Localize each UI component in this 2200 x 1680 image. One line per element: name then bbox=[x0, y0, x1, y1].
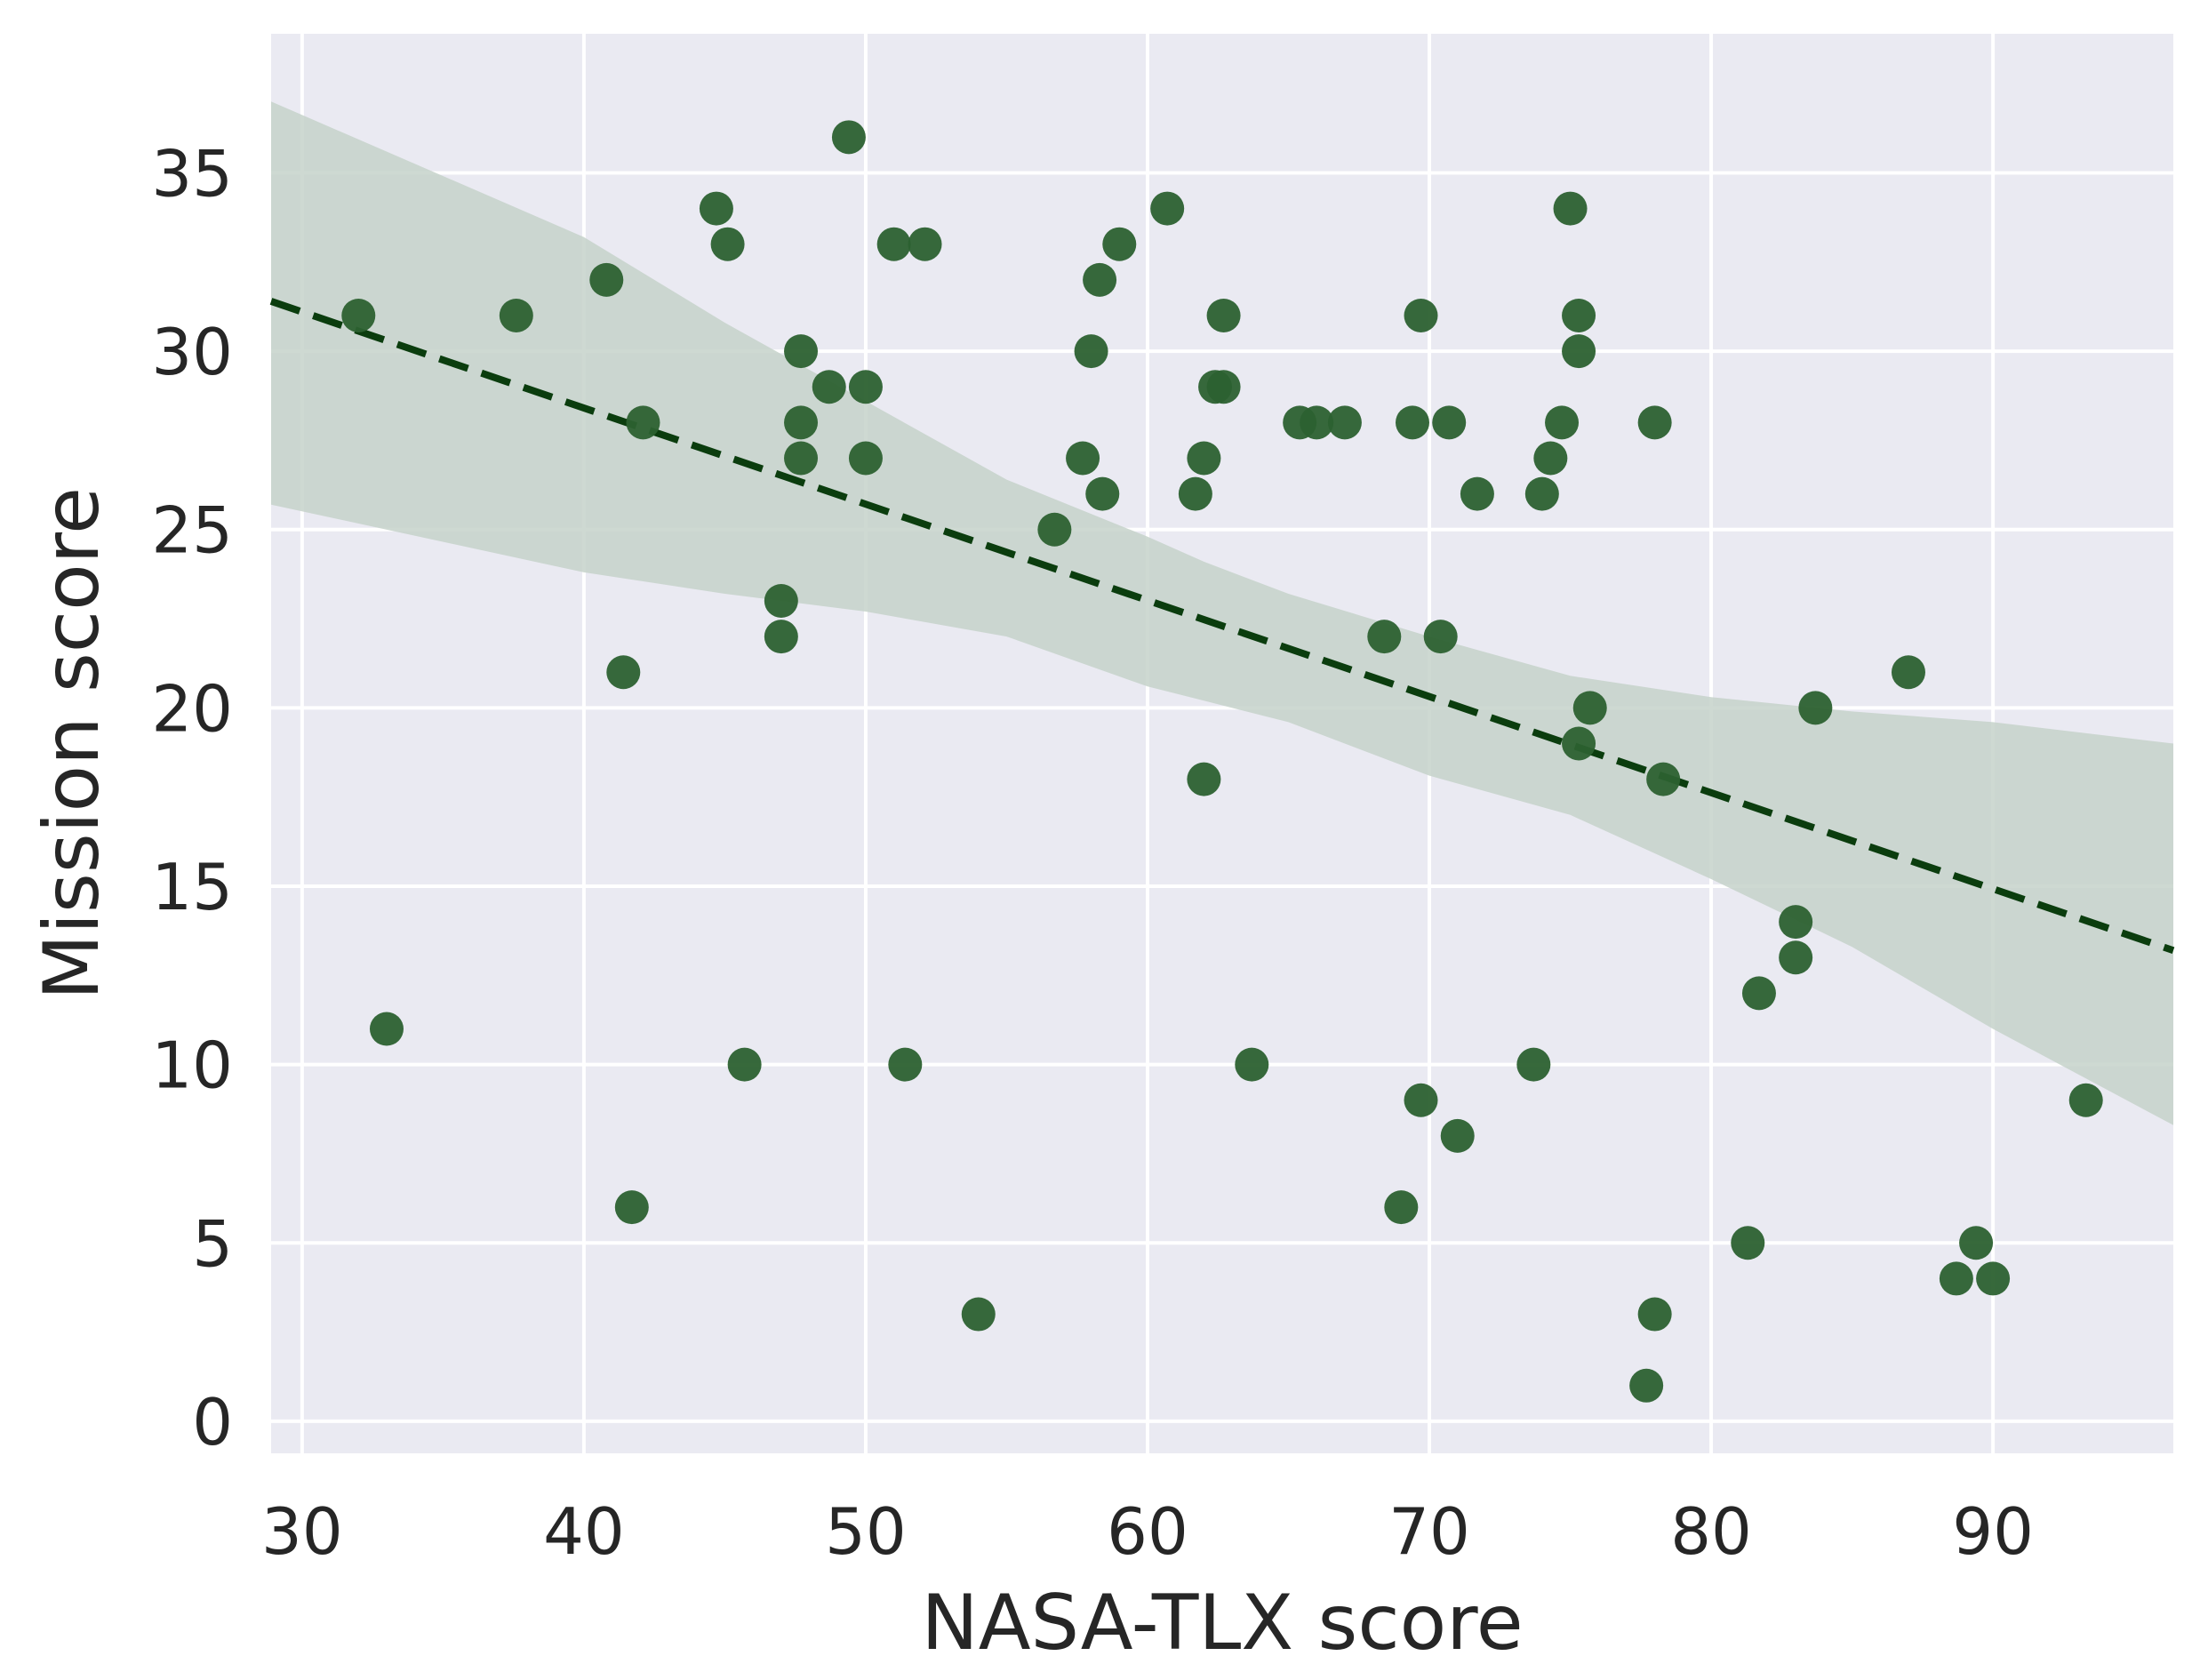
y-tick-label: 30 bbox=[151, 315, 233, 389]
data-point bbox=[1178, 476, 1212, 511]
regression-line-layer bbox=[269, 298, 2175, 955]
data-point bbox=[888, 1047, 923, 1082]
data-point bbox=[1976, 1261, 2011, 1296]
data-point bbox=[1562, 298, 1596, 332]
data-point bbox=[1384, 1190, 1419, 1225]
data-point bbox=[1545, 405, 1580, 440]
y-tick-label: 20 bbox=[151, 671, 233, 746]
data-point bbox=[848, 370, 883, 404]
data-point bbox=[961, 1297, 996, 1332]
data-point bbox=[1562, 334, 1596, 369]
data-point bbox=[1562, 726, 1596, 761]
x-tick-label: 30 bbox=[261, 1494, 343, 1569]
data-point bbox=[1939, 1261, 1973, 1296]
data-point bbox=[614, 1190, 649, 1225]
regression-line bbox=[269, 298, 2175, 955]
data-point bbox=[1524, 476, 1559, 511]
data-point bbox=[1516, 1047, 1551, 1082]
data-point bbox=[1741, 976, 1776, 1011]
x-tick-label: 60 bbox=[1107, 1494, 1188, 1569]
data-point bbox=[831, 120, 866, 155]
data-point bbox=[1460, 476, 1494, 511]
data-point bbox=[1891, 655, 1925, 690]
x-tick-label: 40 bbox=[543, 1494, 625, 1569]
y-tick-label: 35 bbox=[151, 136, 233, 211]
y-tick-label: 0 bbox=[192, 1385, 233, 1460]
data-point bbox=[1423, 620, 1458, 654]
data-point bbox=[1396, 405, 1429, 440]
y-tick-label: 25 bbox=[151, 493, 233, 568]
data-point bbox=[1779, 940, 1813, 975]
data-point bbox=[1731, 1226, 1765, 1260]
data-point bbox=[1440, 1118, 1475, 1153]
y-tick-labels: 0 5 10 15 20 25 30 35 bbox=[151, 136, 233, 1459]
data-point bbox=[1187, 441, 1221, 476]
confidence-band-layer bbox=[271, 101, 2173, 1125]
x-tick-label: 70 bbox=[1388, 1494, 1470, 1569]
data-point bbox=[1959, 1226, 1994, 1260]
data-point bbox=[1187, 762, 1221, 796]
data-point bbox=[1150, 191, 1185, 226]
data-point bbox=[784, 441, 819, 476]
data-point bbox=[848, 441, 883, 476]
data-point bbox=[1798, 691, 1833, 725]
data-point bbox=[699, 191, 733, 226]
data-point bbox=[1367, 620, 1402, 654]
data-point bbox=[341, 298, 376, 332]
data-point bbox=[1085, 476, 1120, 511]
y-tick-label: 10 bbox=[151, 1028, 233, 1103]
data-points bbox=[341, 120, 2103, 1403]
data-point bbox=[710, 227, 745, 261]
data-point bbox=[1083, 262, 1117, 297]
data-point bbox=[812, 370, 846, 404]
data-point bbox=[908, 227, 942, 261]
data-point bbox=[2068, 1083, 2103, 1117]
data-point bbox=[784, 334, 819, 369]
data-point bbox=[876, 227, 911, 261]
data-point bbox=[1533, 441, 1568, 476]
data-point bbox=[764, 583, 798, 618]
data-point bbox=[1637, 1297, 1672, 1332]
data-point bbox=[1037, 512, 1072, 547]
data-point bbox=[1404, 1083, 1438, 1117]
x-tick-label: 90 bbox=[1952, 1494, 2034, 1569]
data-point bbox=[1646, 762, 1681, 796]
data-point bbox=[1327, 405, 1362, 440]
data-point bbox=[1206, 370, 1241, 404]
data-point bbox=[589, 262, 624, 297]
data-point bbox=[1404, 298, 1438, 332]
data-point bbox=[784, 405, 819, 440]
data-point bbox=[1300, 405, 1334, 440]
data-point bbox=[764, 620, 798, 654]
data-point bbox=[1206, 298, 1241, 332]
data-point bbox=[1629, 1368, 1664, 1403]
confidence-band bbox=[271, 101, 2173, 1125]
data-point bbox=[1074, 334, 1108, 369]
data-point bbox=[1102, 227, 1137, 261]
x-tick-label: 80 bbox=[1670, 1494, 1752, 1569]
y-axis-title: Mission score bbox=[28, 487, 116, 1000]
x-tick-labels: 30 40 50 60 70 80 90 bbox=[261, 1494, 2034, 1569]
data-point bbox=[1553, 191, 1588, 226]
x-axis-title: NASA-TLX score bbox=[921, 1579, 1523, 1668]
data-point bbox=[626, 405, 660, 440]
data-point bbox=[1066, 441, 1100, 476]
y-tick-label: 5 bbox=[192, 1206, 233, 1281]
data-point bbox=[1572, 691, 1607, 725]
y-tick-label: 15 bbox=[151, 850, 233, 924]
data-point bbox=[727, 1047, 762, 1082]
data-point bbox=[1637, 405, 1672, 440]
x-tick-label: 50 bbox=[825, 1494, 907, 1569]
data-point bbox=[1235, 1047, 1269, 1082]
data-point bbox=[1432, 405, 1467, 440]
data-point bbox=[499, 298, 533, 332]
data-point bbox=[369, 1012, 404, 1046]
data-point bbox=[1779, 905, 1813, 940]
data-point bbox=[606, 655, 641, 690]
